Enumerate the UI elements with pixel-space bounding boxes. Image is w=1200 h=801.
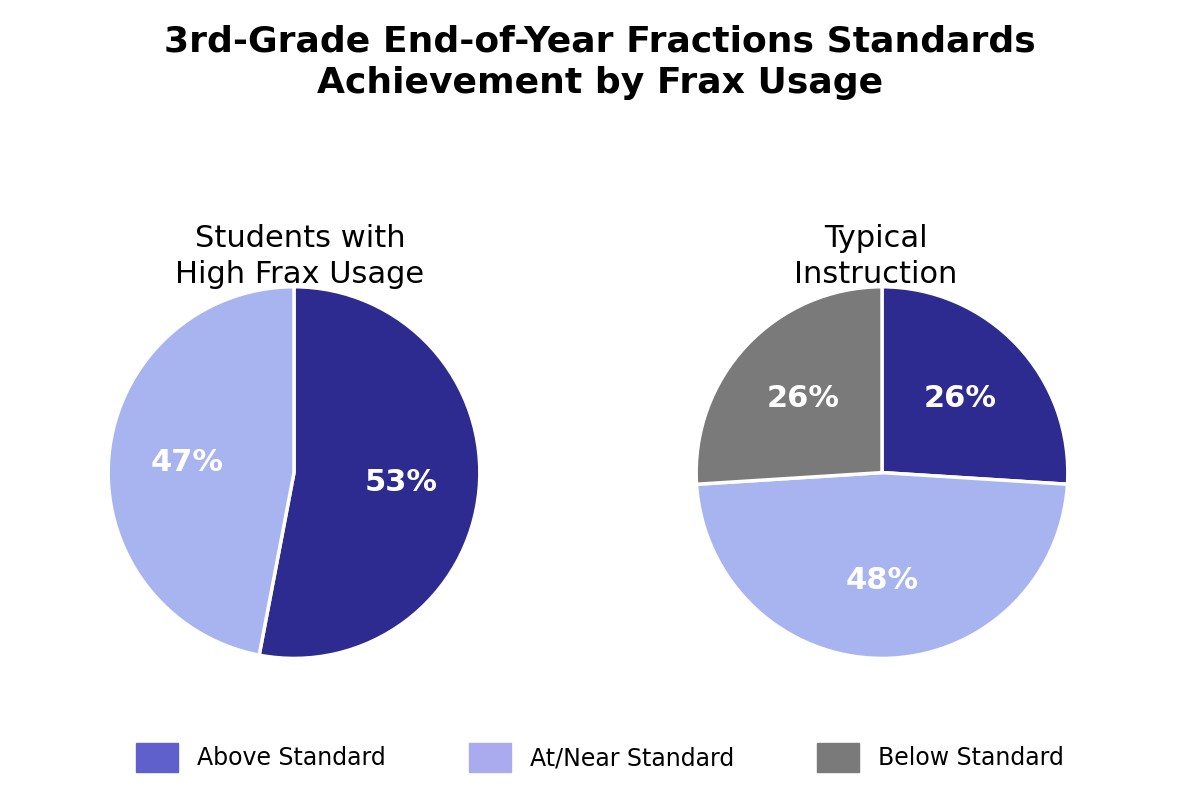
Text: 48%: 48%	[846, 566, 918, 595]
Wedge shape	[882, 287, 1068, 485]
Legend: Above Standard, At/Near Standard, Below Standard: Above Standard, At/Near Standard, Below …	[126, 734, 1074, 781]
Wedge shape	[696, 473, 1068, 658]
Text: 47%: 47%	[150, 448, 223, 477]
Wedge shape	[108, 287, 294, 655]
Wedge shape	[259, 287, 480, 658]
Wedge shape	[696, 287, 882, 485]
Text: 26%: 26%	[924, 384, 997, 413]
Text: Typical
Instruction: Typical Instruction	[794, 224, 958, 289]
Text: 3rd-Grade End-of-Year Fractions Standards
Achievement by Frax Usage: 3rd-Grade End-of-Year Fractions Standard…	[164, 24, 1036, 100]
Text: 26%: 26%	[767, 384, 840, 413]
Text: 53%: 53%	[365, 469, 438, 497]
Text: Students with
High Frax Usage: Students with High Frax Usage	[175, 224, 425, 289]
